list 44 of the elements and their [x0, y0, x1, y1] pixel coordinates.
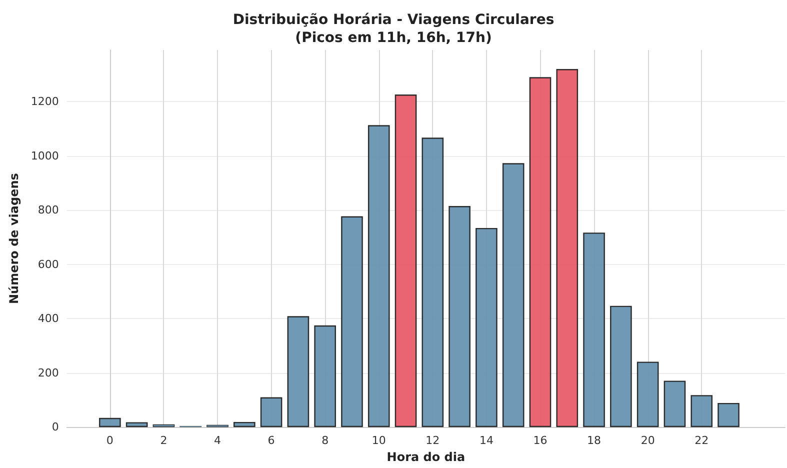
y-tick-label: 1200: [30, 95, 59, 108]
bar: [341, 216, 363, 428]
x-tick-label: 12: [426, 434, 440, 448]
x-tick-label: 14: [479, 434, 494, 448]
y-tick-label: 400: [38, 312, 59, 326]
bar: [583, 232, 605, 428]
bar: [99, 418, 121, 428]
bar: [422, 138, 444, 428]
bar: [152, 424, 175, 428]
chart-title: Distribuição Horária - Viagens Circulares (Picos em 11h, 16h, 17h): [232, 12, 554, 46]
bar: [394, 94, 417, 428]
bar: [287, 316, 310, 428]
x-axis-title: Hora do dia: [386, 450, 466, 464]
x-tick-label: 4: [214, 434, 222, 448]
bar: [664, 380, 686, 428]
x-tick-label: 2: [160, 434, 168, 448]
bar: [556, 68, 578, 428]
x-tick-label: 10: [372, 434, 386, 448]
bar: [529, 77, 552, 428]
x-tick-label: 20: [640, 434, 655, 448]
bar: [448, 206, 470, 428]
y-tick-label: 600: [38, 258, 59, 271]
bar: [126, 422, 148, 428]
bar: [690, 395, 713, 428]
bar: [368, 125, 390, 428]
x-tick-label: 6: [268, 434, 275, 448]
x-tick-label: 0: [106, 434, 114, 448]
x-tick-label: 18: [587, 434, 602, 448]
bar: [636, 362, 659, 428]
y-tick-label: 800: [38, 204, 59, 217]
bar: [718, 402, 740, 428]
y-axis-title: Número de viagens: [7, 173, 21, 304]
x-tick-label: 16: [533, 434, 548, 448]
bar: [476, 228, 498, 428]
x-tick-label: 22: [694, 434, 709, 448]
bar: [233, 422, 256, 428]
x-tick-label: 8: [322, 434, 329, 448]
bar: [610, 306, 632, 428]
y-tick-label: 0: [52, 420, 59, 434]
bar: [502, 163, 524, 428]
y-tick-label: 200: [38, 366, 59, 380]
bar: [260, 397, 282, 428]
bar: [314, 325, 336, 428]
y-tick-label: 1000: [30, 149, 59, 162]
